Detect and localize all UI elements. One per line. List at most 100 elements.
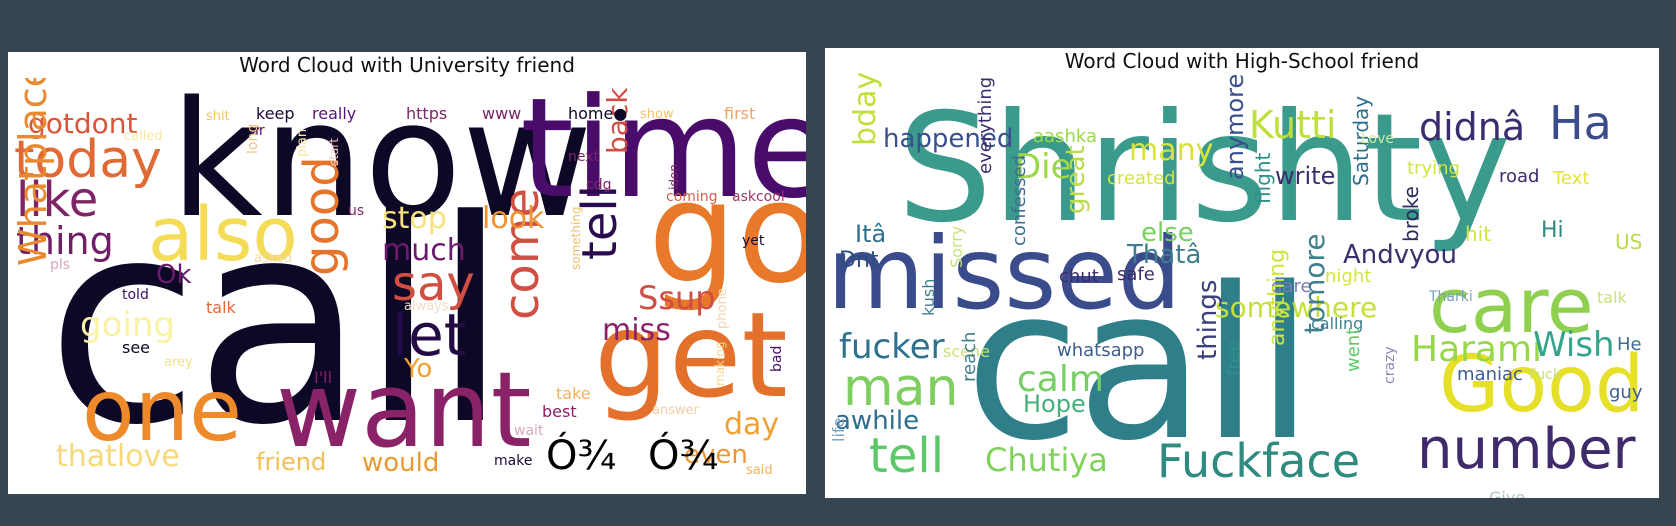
cloud-word: go [648, 152, 806, 315]
cloud-word: Good [1439, 340, 1645, 430]
cloud-word: always [404, 299, 449, 314]
cloud-word: much [382, 233, 466, 268]
cloud-word: Ok [156, 260, 192, 290]
cloud-word: cdg [586, 177, 612, 193]
cloud-word: number [1417, 417, 1636, 482]
cloud-word: ur [250, 123, 265, 139]
cloud-word: thing [16, 219, 114, 263]
cloud-word: Give [1489, 488, 1526, 499]
cloud-word: Hi [1541, 218, 1564, 243]
cloud-word: call [965, 242, 1314, 487]
cloud-word: know [170, 78, 593, 253]
cloud-word: Wish [1533, 325, 1615, 365]
cloud-word: Fuckface [1157, 434, 1361, 488]
cloud-word: askcool [732, 189, 785, 205]
cloud-word: didnâ [1419, 105, 1526, 149]
cloud-word: Itâ [855, 220, 887, 248]
cloud-word: Andvyou [1343, 240, 1457, 270]
cloud-word: write [1275, 162, 1336, 190]
cloud-word: let [392, 301, 467, 369]
cloud-word: Love [1361, 131, 1395, 147]
cloud-word: free [1223, 340, 1244, 377]
cloud-word: friend [256, 448, 327, 476]
cloud-word: time [520, 78, 806, 229]
cloud-word: Fuck [1529, 367, 1561, 383]
cloud-word: keep [256, 104, 295, 123]
cloud-word: kush [919, 278, 938, 316]
cloud-word: miss [602, 313, 671, 348]
cloud-word: talk [206, 298, 236, 317]
cloud-word: aashka [1033, 126, 1097, 147]
cloud-word: coming [666, 189, 718, 205]
cloud-word: Sorry [947, 225, 966, 268]
cloud-word: https [406, 104, 448, 123]
cloud-word: call [46, 161, 509, 487]
panel-title: Word Cloud with High-School friend [1064, 49, 1420, 73]
cloud-word: talk [1597, 288, 1627, 307]
cloud-word: many [1129, 133, 1214, 168]
cloud-word: say [392, 256, 475, 312]
cloud-word: Chutiya [985, 441, 1108, 479]
cloud-word: I'll [314, 368, 333, 387]
cloud-word: phone [715, 288, 730, 329]
cloud-word: broke [1399, 186, 1423, 242]
cloud-word: home● [568, 104, 628, 123]
cloud-word: calling [1311, 314, 1364, 333]
cloud-word: want [276, 349, 532, 471]
cloud-word: making [713, 341, 727, 386]
cloud-word: see [122, 338, 151, 357]
cloud-word: tomore [1298, 233, 1331, 334]
cloud-word: Shrishty [897, 82, 1512, 256]
cloud-word: chut [1059, 266, 1099, 287]
highschool-wordcloud-panel: Word Cloud with High-School friend Shris… [825, 48, 1659, 498]
cloud-word: dare [1271, 276, 1312, 297]
cloud-word: first [724, 104, 756, 123]
cloud-word: Yo [404, 354, 433, 384]
cloud-word: road [1499, 166, 1540, 187]
cloud-word: going [80, 305, 175, 345]
cloud-word: Hope [1023, 390, 1086, 418]
cloud-word: else [1141, 218, 1194, 248]
cloud-word: hit [1465, 222, 1492, 246]
cloud-word: went [1343, 327, 1364, 372]
cloud-word: Die [1015, 147, 1072, 187]
cloud-word: Thatâ [1127, 240, 1202, 270]
cloud-word: anything [1265, 248, 1290, 346]
cloud-word: Dnt [839, 248, 879, 273]
cloud-word: Ssup [638, 279, 716, 317]
cloud-word: anymore [1221, 73, 1249, 180]
cloud-word: Ha [1549, 96, 1612, 150]
cloud-word: missed [827, 215, 1182, 332]
cloud-word: asked [254, 251, 293, 266]
cloud-word: everything [975, 76, 996, 174]
cloud-word: tell [572, 184, 628, 260]
cloud-word: fucker [839, 327, 945, 367]
cloud-word: created [1107, 168, 1176, 189]
cloud-word: somewhere [1215, 291, 1378, 324]
cloud-word: shit [206, 109, 230, 124]
cloud-word: called [124, 129, 163, 144]
word-cloud: Shrishty call missed care Good number Fu… [825, 72, 1659, 498]
cloud-word: idon [667, 164, 681, 190]
cloud-word: trying [1407, 158, 1460, 179]
cloud-word: tell [869, 428, 945, 484]
cloud-word: He [1617, 334, 1642, 355]
cloud-word: one [82, 361, 243, 461]
cloud-word: also [148, 192, 298, 278]
cloud-word: bday [848, 72, 883, 146]
university-wordcloud-panel: Word Cloud with University friend call k… [8, 52, 806, 494]
cloud-word: best [542, 402, 577, 421]
cloud-word: make [494, 453, 533, 469]
cloud-word: things [1193, 279, 1223, 360]
cloud-word: show [640, 107, 674, 122]
cloud-word: Tharki [1429, 289, 1473, 305]
cloud-word: confessed [1009, 155, 1030, 246]
cloud-word: guy [1609, 382, 1643, 403]
cloud-word: answer [652, 403, 699, 418]
cloud-word: Whatplace [11, 78, 55, 266]
cloud-word: start [327, 138, 341, 166]
cloud-word: stop [382, 201, 447, 236]
cloud-word: us [348, 203, 365, 219]
cloud-word: plan [295, 128, 310, 157]
cloud-word: flight [1251, 152, 1275, 204]
